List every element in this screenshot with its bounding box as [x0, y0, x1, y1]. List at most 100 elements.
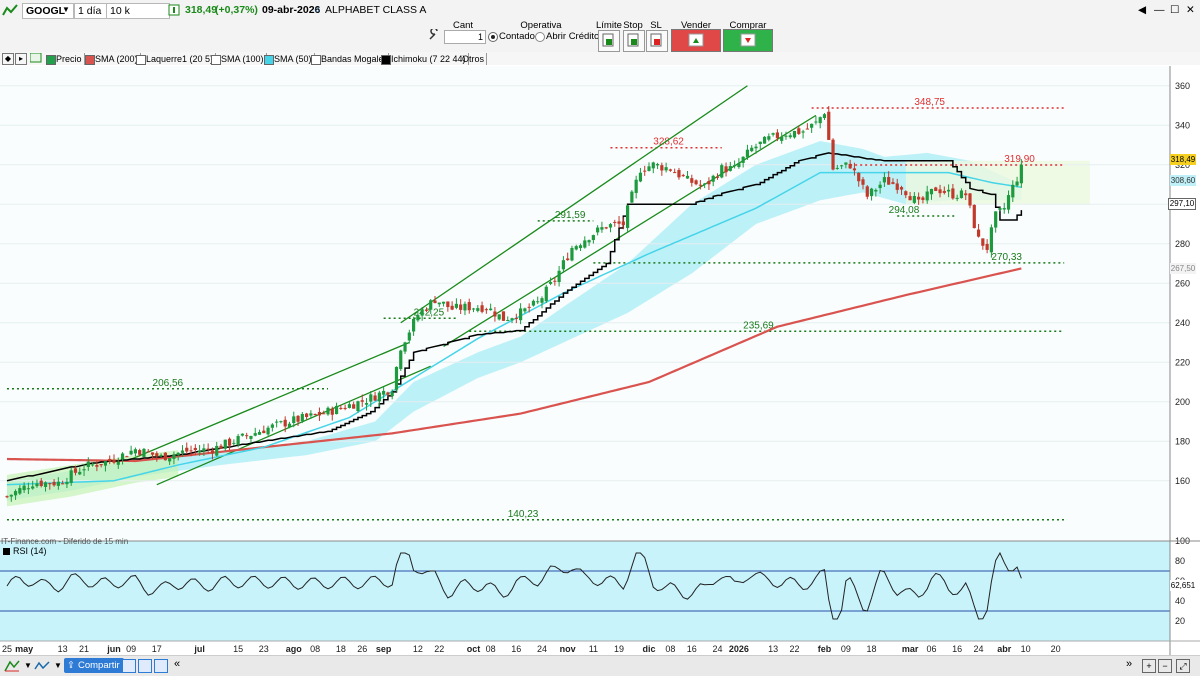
wrench-icon[interactable] [428, 27, 440, 41]
candle-body [69, 470, 73, 483]
fullscreen-icon[interactable]: ⤢ [1176, 659, 1190, 673]
x-tick-label: 11 [589, 644, 598, 654]
candle-body [253, 433, 257, 436]
x-tick-label: 24 [974, 644, 984, 654]
x-tick-label: jun [106, 644, 121, 654]
company-name: ALPHABET CLASS A [325, 4, 427, 16]
rsi-legend[interactable]: RSI (14) [1, 546, 47, 557]
legend-otros[interactable]: Otros [460, 53, 488, 65]
sma50-line [6, 171, 1022, 486]
level-label: 270,33 [991, 252, 1022, 263]
candle-body [694, 180, 698, 185]
zoom-minus-icon[interactable]: − [1158, 659, 1172, 673]
close-icon[interactable]: ✕ [1186, 4, 1195, 16]
back-icon[interactable]: ◀ [1138, 4, 1147, 16]
sell-market-button[interactable] [671, 29, 721, 52]
candle-body [660, 165, 664, 171]
legend-bandas-mogalef[interactable]: Bandas Mogalef [310, 53, 390, 65]
candle-body [968, 193, 972, 206]
candle-body [352, 404, 356, 409]
candle-body [600, 227, 604, 230]
zoom-in-icon[interactable] [122, 659, 136, 673]
add-indicator-icon[interactable] [29, 52, 42, 63]
share-button[interactable]: ⇪ Compartir [64, 658, 124, 673]
candle-body [775, 132, 779, 139]
candle-body [330, 408, 334, 415]
candle-body [831, 139, 835, 170]
draw-tool-icon[interactable] [4, 659, 20, 673]
zoom-out-icon[interactable] [138, 659, 152, 673]
candle-body [780, 136, 784, 141]
quantity-input[interactable] [444, 30, 486, 44]
candle-body [270, 424, 274, 428]
rsi-tick-label: 20 [1175, 616, 1185, 626]
candle-body [334, 405, 339, 415]
ticker-dropdown-icon[interactable]: ▼ [62, 5, 70, 14]
fit-icon[interactable] [154, 659, 168, 673]
candle-body [647, 166, 651, 171]
legend-swatch [46, 55, 56, 65]
scroll-start-icon[interactable]: « [174, 658, 181, 670]
expand-icon[interactable]: ▸ [15, 53, 27, 65]
candle-body [703, 183, 707, 185]
radio-abrir-credito[interactable] [535, 32, 545, 42]
candle-body [441, 301, 446, 304]
info-icon[interactable]: ○ [314, 4, 321, 16]
maximize-icon[interactable]: ☐ [1170, 4, 1180, 16]
level-label: 242,25 [414, 307, 445, 318]
period-select[interactable]: 1 día [74, 3, 108, 19]
candle-body [514, 317, 518, 320]
quote-date: 09-abr-2026 [262, 4, 321, 16]
level-label: 206,56 [153, 378, 184, 389]
minimize-icon[interactable]: — [1154, 4, 1165, 16]
indicator-dropdown-icon[interactable]: ▼ [54, 661, 62, 670]
ticker-select[interactable]: GOOGL [22, 3, 74, 19]
x-tick-label: 21 [79, 644, 89, 654]
candle-body [394, 366, 399, 390]
candle-body [497, 314, 501, 320]
legend-ichimoku[interactable]: Ichimoku (7 22 44) [380, 53, 469, 65]
candle-body [433, 300, 437, 303]
x-tick-label: 09 [841, 644, 851, 654]
x-tick-label: 22 [434, 644, 444, 654]
candle-body [707, 181, 711, 185]
indicator-tool-icon[interactable] [34, 659, 50, 673]
buy-market-button[interactable] [723, 29, 773, 52]
legend-precio[interactable]: Precio [45, 53, 85, 65]
candle-body [116, 461, 120, 465]
zoom-plus-icon[interactable]: + [1142, 659, 1156, 673]
candle-body [360, 400, 364, 402]
candle-body [673, 172, 677, 174]
collapse-icon[interactable]: ◆ [2, 53, 14, 65]
draw-dropdown-icon[interactable]: ▼ [24, 661, 32, 670]
candle-body [617, 221, 621, 224]
candle-body [339, 407, 343, 409]
candle-body [818, 117, 822, 124]
x-tick-label: dic [642, 644, 655, 654]
candle-body [420, 309, 424, 316]
candle-body [587, 240, 591, 243]
legend-sma100[interactable]: SMA (100) [210, 53, 267, 65]
chart-type-icon[interactable] [2, 3, 18, 17]
candle-body [82, 469, 86, 471]
legend-swatch [211, 55, 221, 65]
candle-body [912, 195, 916, 203]
scroll-end-icon[interactable]: » [1126, 658, 1133, 670]
candle-body [232, 442, 236, 444]
sma200-line [6, 267, 1022, 463]
level-label: 291,59 [555, 210, 586, 221]
x-tick-label: 09 [126, 644, 136, 654]
units-select[interactable]: 10 k unidades [106, 3, 170, 31]
candle-body [95, 465, 99, 467]
candle-body [480, 305, 484, 312]
legend-laquerre[interactable]: Laquerre1 (20 5) [135, 53, 217, 65]
legend-sma50[interactable]: SMA (50) [263, 53, 315, 65]
candle-body [942, 190, 946, 193]
stop-loss-button[interactable] [646, 30, 668, 52]
radio-contado[interactable] [488, 32, 498, 42]
stop-order-button[interactable] [623, 30, 645, 52]
limit-order-button[interactable] [598, 30, 620, 52]
legend-sma200[interactable]: SMA (200) [84, 53, 141, 65]
candle-body [292, 416, 296, 424]
